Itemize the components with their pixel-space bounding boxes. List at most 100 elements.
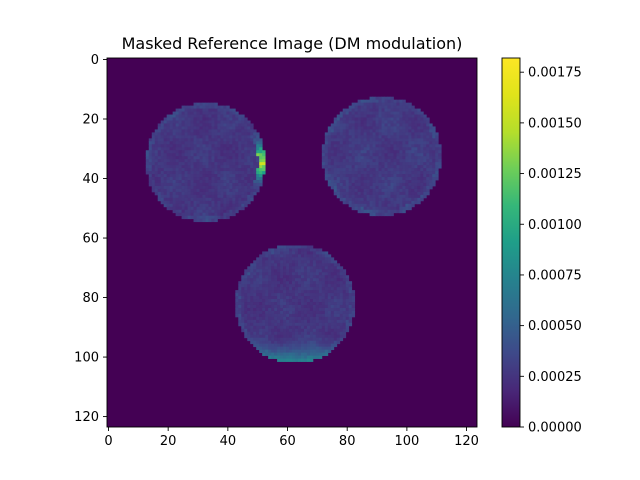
pupil-pixel xyxy=(405,129,409,133)
pupil-pixel xyxy=(300,325,305,330)
pupil-pixel xyxy=(321,275,326,279)
pupil-pixel xyxy=(253,191,257,196)
pupil-pixel xyxy=(336,337,341,342)
pupil-pixel xyxy=(369,135,373,139)
pupil-pixel xyxy=(169,165,174,169)
pupil-pixel xyxy=(405,108,409,112)
pupil-pixel xyxy=(405,138,409,142)
pupil-pixel xyxy=(420,144,424,148)
pupil-pixel xyxy=(148,165,153,169)
pupil-pixel xyxy=(205,188,209,193)
pupil-pixel xyxy=(187,182,191,187)
pupil-pixel xyxy=(294,313,299,318)
pupil-pixel xyxy=(223,147,227,151)
pupil-pixel xyxy=(205,177,209,181)
pupil-pixel xyxy=(375,185,379,190)
pupil-pixel xyxy=(390,206,394,211)
pupil-pixel xyxy=(402,105,406,109)
pupil-pixel xyxy=(190,150,194,154)
pupil-pixel xyxy=(360,129,365,133)
pupil-pixel xyxy=(160,135,165,139)
pupil-pixel xyxy=(220,206,224,211)
pupil-pixel xyxy=(226,165,230,169)
pupil-pixel xyxy=(414,156,418,160)
pupil-pixel xyxy=(408,150,412,154)
pupil-pixel xyxy=(232,165,236,169)
pupil-pixel xyxy=(196,168,200,172)
pupil-pixel xyxy=(342,275,347,279)
pupil-pixel xyxy=(360,102,365,107)
pupil-pixel xyxy=(333,278,338,282)
pupil-pixel xyxy=(294,334,299,339)
pupil-pixel xyxy=(229,182,233,187)
pupil-pixel xyxy=(250,147,254,151)
pupil-pixel xyxy=(360,174,365,178)
pupil-pixel xyxy=(327,346,332,351)
pupil-pixel xyxy=(169,114,174,118)
pupil-pixel xyxy=(244,150,248,154)
pupil-pixel xyxy=(232,150,236,154)
pupil-pixel xyxy=(184,165,188,169)
pupil-pixel xyxy=(214,209,218,214)
pupil-pixel xyxy=(348,293,353,297)
pupil-pixel xyxy=(429,159,433,163)
pupil-pixel xyxy=(250,135,254,139)
pupil-pixel xyxy=(286,334,290,339)
pupil-pixel xyxy=(384,117,388,121)
pupil-pixel xyxy=(187,203,191,208)
pupil-pixel xyxy=(244,269,248,273)
pupil-pixel xyxy=(199,126,203,130)
pupil-pixel xyxy=(157,129,162,133)
pupil-pixel xyxy=(286,302,290,306)
pupil-pixel xyxy=(312,337,317,342)
pupil-pixel xyxy=(163,162,168,166)
pupil-pixel xyxy=(169,200,174,205)
pupil-pixel xyxy=(387,105,391,109)
pupil-pixel xyxy=(393,197,397,202)
pupil-pixel xyxy=(381,126,385,130)
pupil-pixel xyxy=(372,117,376,121)
pupil-pixel xyxy=(387,111,391,115)
pupil-pixel xyxy=(214,117,218,121)
pupil-pixel xyxy=(297,263,302,267)
pupil-pixel xyxy=(202,162,206,166)
pupil-pixel xyxy=(402,162,406,166)
pupil-pixel xyxy=(312,248,317,252)
pupil-pixel xyxy=(297,269,302,273)
pupil-pixel xyxy=(232,153,236,157)
pupil-pixel xyxy=(289,325,293,330)
pupil-pixel xyxy=(235,304,239,309)
pupil-pixel xyxy=(351,123,356,127)
pupil-pixel xyxy=(339,188,344,193)
pupil-pixel xyxy=(205,209,209,214)
pupil-pixel xyxy=(202,188,206,193)
pupil-pixel xyxy=(259,325,263,330)
pupil-pixel xyxy=(235,299,239,303)
pupil-pixel xyxy=(351,299,356,303)
pupil-pixel xyxy=(178,203,182,208)
pupil-pixel xyxy=(265,296,269,300)
pupil-pixel xyxy=(345,147,350,151)
pupil-pixel xyxy=(169,180,174,184)
pupil-pixel xyxy=(277,322,281,327)
pupil-pixel xyxy=(292,337,296,342)
pupil-pixel xyxy=(226,108,230,112)
pupil-pixel xyxy=(160,180,165,184)
pupil-pixel xyxy=(417,194,421,199)
pupil-pixel xyxy=(238,141,242,145)
pupil-pixel xyxy=(396,117,400,121)
pupil-pixel xyxy=(220,200,224,205)
pupil-pixel xyxy=(241,307,245,312)
pupil-pixel xyxy=(381,129,385,133)
pupil-pixel xyxy=(211,188,215,193)
pupil-pixel xyxy=(289,349,293,354)
colorbar: 0.000000.000250.000500.000750.001000.001… xyxy=(501,57,582,436)
pupil-pixel xyxy=(223,132,227,136)
pupil-pixel xyxy=(175,197,180,202)
pupil-pixel xyxy=(360,188,365,193)
pupil-pixel xyxy=(366,147,370,151)
pupil-pixel xyxy=(157,174,162,178)
pupil-pixel xyxy=(324,334,329,339)
pupil-pixel xyxy=(342,299,347,303)
pupil-pixel xyxy=(345,296,350,300)
